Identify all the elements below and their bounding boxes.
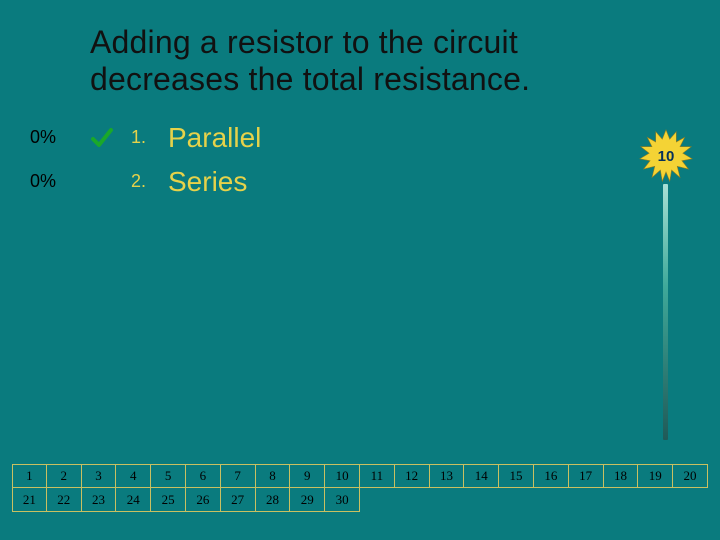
- grid-cell[interactable]: 29: [290, 488, 325, 512]
- option-percent: 0%: [30, 171, 82, 192]
- grid-cell[interactable]: 18: [604, 464, 639, 488]
- grid-cell: [360, 488, 395, 512]
- grid-cell[interactable]: 20: [673, 464, 708, 488]
- grid-cell[interactable]: 22: [47, 488, 82, 512]
- slide-title: Adding a resistor to the circuit decreas…: [0, 0, 720, 98]
- checkmark-icon: [90, 126, 114, 150]
- title-line-1: Adding a resistor to the circuit: [90, 24, 518, 60]
- grid-cell[interactable]: 5: [151, 464, 186, 488]
- grid-cell: [464, 488, 499, 512]
- title-line-2: decreases the total resistance.: [90, 61, 530, 97]
- grid-cell: [673, 488, 708, 512]
- grid-cell[interactable]: 12: [395, 464, 430, 488]
- option-percent: 0%: [30, 127, 82, 148]
- grid-cell: [638, 488, 673, 512]
- grid-cell[interactable]: 8: [256, 464, 291, 488]
- grid-cell: [569, 488, 604, 512]
- grid-cell[interactable]: 4: [116, 464, 151, 488]
- grid-cell: [395, 488, 430, 512]
- countdown-value: 10: [658, 148, 675, 165]
- timer-bar: [663, 184, 668, 440]
- grid-cell[interactable]: 9: [290, 464, 325, 488]
- grid-cell[interactable]: 7: [221, 464, 256, 488]
- grid-cell[interactable]: 14: [464, 464, 499, 488]
- grid-cell[interactable]: 3: [82, 464, 117, 488]
- grid-cell[interactable]: 13: [430, 464, 465, 488]
- grid-cell[interactable]: 6: [186, 464, 221, 488]
- grid-cell[interactable]: 25: [151, 488, 186, 512]
- grid-cell[interactable]: 10: [325, 464, 360, 488]
- grid-cell[interactable]: 30: [325, 488, 360, 512]
- grid-cell: [499, 488, 534, 512]
- option-number: 1.: [122, 127, 150, 148]
- grid-cell[interactable]: 26: [186, 488, 221, 512]
- option-number: 2.: [122, 171, 150, 192]
- grid-cell: [430, 488, 465, 512]
- grid-cell[interactable]: 11: [360, 464, 395, 488]
- option-row-1[interactable]: 0% 1. Parallel: [30, 116, 720, 160]
- grid-cell[interactable]: 21: [12, 488, 47, 512]
- grid-row-2: 21222324252627282930: [12, 488, 708, 512]
- grid-cell[interactable]: 28: [256, 488, 291, 512]
- grid-row-1: 1234567891011121314151617181920: [12, 464, 708, 488]
- option-label: Parallel: [150, 122, 261, 154]
- correct-mark-col: [82, 126, 122, 150]
- grid-cell[interactable]: 2: [47, 464, 82, 488]
- grid-cell[interactable]: 16: [534, 464, 569, 488]
- grid-cell[interactable]: 27: [221, 488, 256, 512]
- grid-cell[interactable]: 15: [499, 464, 534, 488]
- grid-cell: [604, 488, 639, 512]
- countdown-badge: 10: [638, 128, 694, 184]
- grid-cell[interactable]: 19: [638, 464, 673, 488]
- participant-grid: 1234567891011121314151617181920 21222324…: [12, 464, 708, 512]
- grid-cell[interactable]: 1: [12, 464, 47, 488]
- option-row-2[interactable]: 0% 2. Series: [30, 160, 720, 204]
- option-label: Series: [150, 166, 247, 198]
- grid-cell[interactable]: 24: [116, 488, 151, 512]
- grid-cell[interactable]: 17: [569, 464, 604, 488]
- grid-cell: [534, 488, 569, 512]
- grid-cell[interactable]: 23: [82, 488, 117, 512]
- answer-options: 0% 1. Parallel 0% 2. Series: [0, 116, 720, 204]
